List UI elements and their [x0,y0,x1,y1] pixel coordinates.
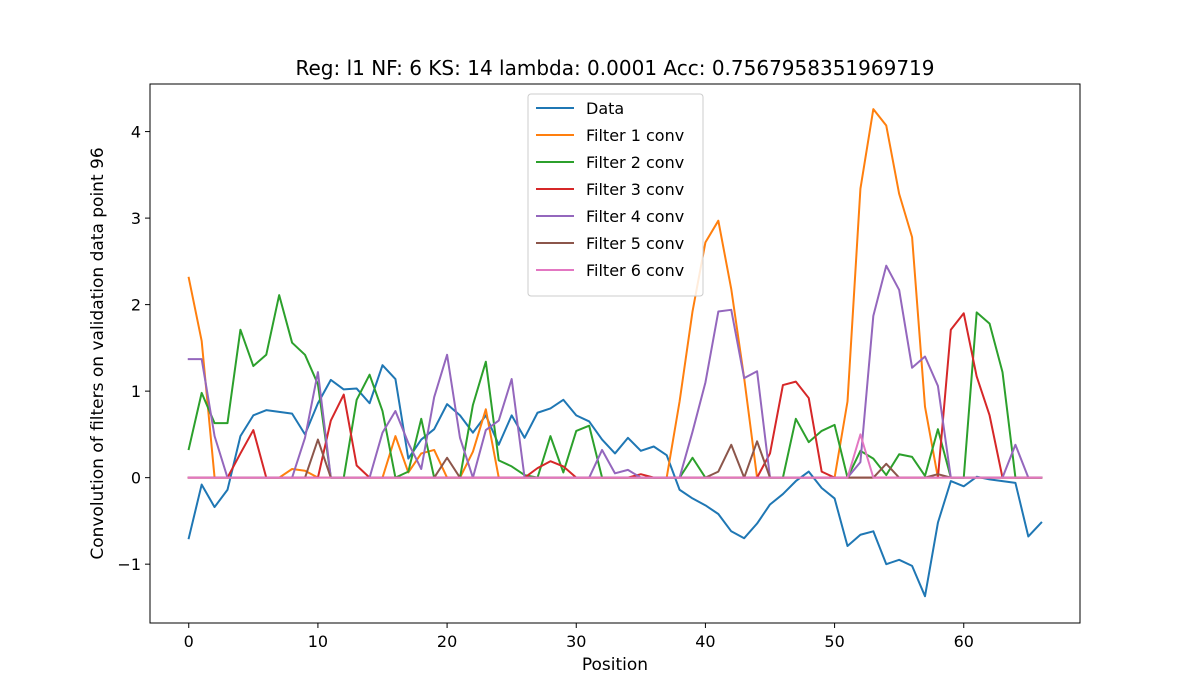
x-axis-label: Position [582,655,648,675]
y-tick-label: 1 [131,382,141,401]
plot-frame [149,83,1081,624]
x-axis: 0 10 20 30 40 50 60 [184,623,974,651]
x-tick-label: 0 [184,632,194,651]
legend-label-1: Data [586,99,624,118]
y-tick-label: 0 [131,469,141,488]
x-tick-label: 60 [954,632,974,651]
x-tick-label: 20 [437,632,457,651]
legend-box [527,93,704,297]
y-tick-label: 2 [131,296,141,315]
legend-label-3: Filter 2 conv [586,153,684,172]
legend-label-4: Filter 3 conv [586,180,684,199]
y-axis: −1 0 1 2 3 4 [117,123,150,574]
legend: Data Filter 1 conv Filter 2 conv Filter 3 c… [527,93,704,297]
x-tick-label: 40 [695,632,715,651]
y-tick-label: 4 [131,123,141,142]
legend-label-2: Filter 1 conv [586,126,684,145]
series-layer [187,108,1043,598]
legend-label-7: Filter 6 conv [586,261,684,280]
y-tick-label: −1 [117,555,141,574]
x-tick-label: 50 [824,632,844,651]
y-tick-label: 3 [131,209,141,228]
chart-title: Reg: l1 NF: 6 KS: 14 lambda: 0.0001 Acc:… [295,56,934,80]
series-line-7 [187,433,1043,479]
x-tick-label: 10 [308,632,328,651]
y-axis-label: Convolution of filters on validation dat… [88,147,108,559]
legend-label-5: Filter 4 conv [586,207,684,226]
x-tick-label: 30 [566,632,586,651]
series-line-1 [187,364,1043,598]
legend-label-6: Filter 5 conv [586,234,684,253]
